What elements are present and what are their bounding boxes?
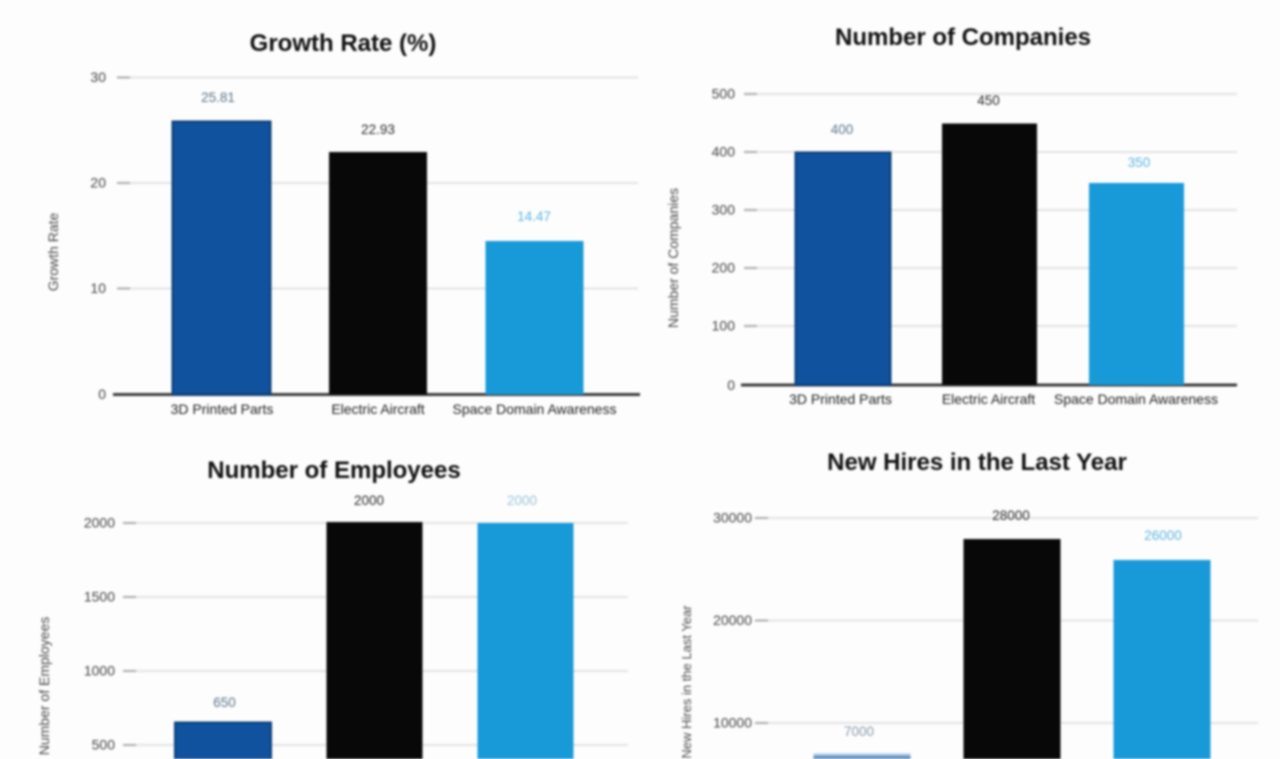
svg-text:Number of Employees: Number of Employees: [207, 457, 460, 484]
svg-text:0: 0: [98, 386, 106, 402]
svg-text:20000: 20000: [713, 612, 752, 628]
svg-text:New Hires in the Last Year: New Hires in the Last Year: [679, 605, 694, 759]
svg-text:26000: 26000: [1144, 528, 1182, 543]
svg-text:2000: 2000: [507, 493, 537, 508]
svg-text:3D Printed Parts: 3D Printed Parts: [171, 401, 274, 417]
svg-text:200: 200: [712, 260, 736, 276]
svg-text:350: 350: [1128, 155, 1151, 170]
svg-text:Electric Aircraft: Electric Aircraft: [331, 401, 424, 417]
svg-text:7000: 7000: [844, 724, 874, 739]
svg-text:Number of Employees: Number of Employees: [36, 617, 52, 756]
svg-text:400: 400: [831, 122, 854, 137]
svg-text:20: 20: [90, 175, 106, 191]
svg-text:10: 10: [90, 280, 106, 296]
svg-text:Electric Aircraft: Electric Aircraft: [942, 391, 1035, 407]
svg-text:3D Printed Parts: 3D Printed Parts: [789, 391, 892, 407]
svg-text:Space Domain Awareness: Space Domain Awareness: [1054, 391, 1218, 407]
svg-text:1000: 1000: [84, 663, 115, 679]
svg-text:28000: 28000: [992, 508, 1030, 523]
svg-text:Growth Rate: Growth Rate: [45, 212, 61, 291]
svg-text:14.47: 14.47: [517, 209, 551, 224]
svg-text:2000: 2000: [84, 515, 115, 531]
svg-text:30000: 30000: [713, 510, 752, 526]
svg-text:650: 650: [213, 695, 236, 710]
svg-text:Growth Rate (%): Growth Rate (%): [250, 30, 437, 57]
svg-text:450: 450: [977, 93, 1000, 108]
svg-text:1500: 1500: [84, 589, 115, 605]
svg-text:25.81: 25.81: [201, 90, 235, 105]
svg-text:2000: 2000: [354, 493, 384, 508]
svg-text:Number of Companies: Number of Companies: [665, 188, 681, 328]
svg-text:10000: 10000: [713, 715, 752, 731]
svg-text:300: 300: [712, 202, 736, 218]
svg-text:100: 100: [712, 318, 736, 334]
svg-text:22.93: 22.93: [361, 122, 395, 137]
svg-text:500: 500: [712, 86, 736, 102]
svg-text:30: 30: [90, 69, 106, 85]
svg-text:Space Domain Awareness: Space Domain Awareness: [453, 401, 617, 417]
svg-text:New Hires in the Last Year: New Hires in the Last Year: [827, 449, 1127, 476]
svg-text:0: 0: [727, 377, 735, 393]
svg-text:500: 500: [92, 737, 116, 753]
svg-text:400: 400: [712, 144, 736, 160]
svg-text:Number of Companies: Number of Companies: [835, 24, 1091, 51]
